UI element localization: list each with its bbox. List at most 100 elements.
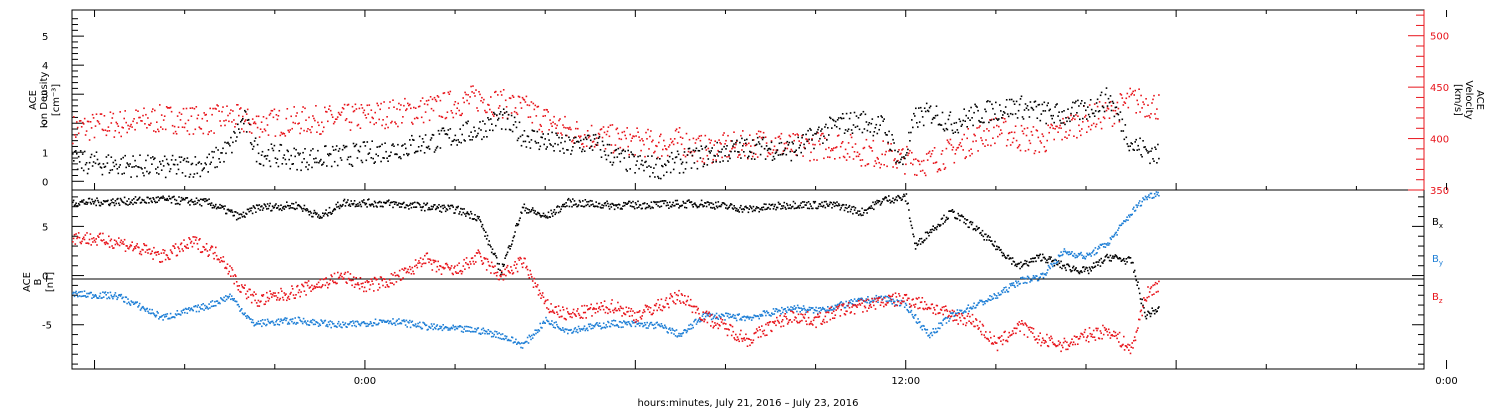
density-point bbox=[802, 134, 804, 136]
density-point bbox=[434, 149, 437, 151]
velocity-point bbox=[668, 144, 671, 146]
bx-point bbox=[342, 200, 345, 202]
velocity-point bbox=[79, 120, 82, 122]
by-point bbox=[949, 317, 951, 320]
by-point bbox=[1016, 282, 1018, 284]
by-point bbox=[457, 325, 459, 328]
bx-point bbox=[1051, 260, 1053, 263]
density-point bbox=[90, 153, 93, 156]
velocity-point bbox=[910, 162, 912, 164]
velocity-point bbox=[836, 135, 839, 137]
by-point bbox=[720, 313, 723, 315]
velocity-point bbox=[1130, 93, 1132, 96]
by-point bbox=[512, 342, 515, 344]
density-point bbox=[348, 163, 351, 165]
density-point bbox=[248, 123, 251, 126]
density-point bbox=[175, 173, 178, 175]
velocity-point bbox=[906, 145, 908, 148]
by-point bbox=[945, 322, 948, 324]
bx-point bbox=[911, 227, 914, 229]
density-point bbox=[646, 166, 648, 168]
by-point bbox=[144, 310, 147, 312]
by-point bbox=[405, 319, 408, 322]
by-point bbox=[123, 301, 126, 303]
density-point bbox=[631, 153, 633, 156]
velocity-point bbox=[779, 137, 782, 140]
bx-point bbox=[422, 205, 424, 208]
density-point bbox=[172, 163, 175, 166]
density-point bbox=[906, 152, 908, 154]
by-point bbox=[694, 318, 697, 321]
bx-point bbox=[419, 206, 422, 208]
density-point bbox=[661, 164, 663, 167]
density-point bbox=[1158, 157, 1160, 160]
bx-point bbox=[490, 246, 492, 248]
density-point bbox=[790, 159, 793, 162]
velocity-point bbox=[1082, 121, 1084, 123]
by-point bbox=[77, 295, 79, 298]
velocity-point bbox=[935, 161, 938, 163]
by-point bbox=[954, 315, 956, 317]
by-point bbox=[521, 347, 524, 349]
velocity-point bbox=[960, 145, 963, 148]
velocity-point bbox=[149, 124, 151, 126]
velocity-point bbox=[420, 116, 423, 119]
bx-point bbox=[567, 199, 569, 201]
bx-point bbox=[812, 207, 814, 210]
bx-point bbox=[704, 202, 706, 204]
velocity-point bbox=[912, 163, 914, 166]
bx-point bbox=[720, 203, 723, 206]
by-point bbox=[386, 320, 388, 323]
velocity-point bbox=[439, 99, 442, 102]
density-point bbox=[809, 127, 811, 130]
by-point bbox=[193, 305, 195, 308]
bx-point bbox=[653, 201, 656, 204]
velocity-point bbox=[918, 163, 921, 166]
by-point bbox=[438, 328, 440, 330]
bx-point bbox=[138, 196, 141, 199]
density-point bbox=[189, 173, 192, 176]
velocity-point bbox=[996, 124, 998, 127]
bx-point bbox=[700, 199, 703, 202]
bx-point bbox=[531, 209, 533, 211]
by-point bbox=[780, 313, 782, 315]
velocity-point bbox=[579, 136, 581, 139]
velocity-point bbox=[1104, 102, 1107, 104]
by-point bbox=[995, 295, 998, 297]
density-point bbox=[810, 129, 812, 131]
velocity-point bbox=[256, 126, 259, 129]
bx-point bbox=[357, 203, 359, 205]
density-point bbox=[987, 100, 989, 102]
density-point bbox=[1008, 98, 1011, 101]
by-point bbox=[1049, 267, 1051, 270]
density-point bbox=[379, 145, 381, 148]
bx-point bbox=[431, 208, 434, 210]
velocity-point bbox=[230, 109, 232, 111]
bx-point bbox=[119, 197, 122, 200]
velocity-point bbox=[1051, 124, 1053, 127]
bx-point bbox=[924, 231, 927, 234]
bx-point bbox=[806, 201, 808, 204]
by-point bbox=[643, 324, 645, 327]
velocity-point bbox=[759, 130, 762, 133]
velocity-point bbox=[133, 118, 135, 120]
density-point bbox=[148, 172, 150, 175]
bz-point bbox=[83, 238, 86, 241]
velocity-point bbox=[697, 137, 700, 140]
density-point bbox=[953, 122, 956, 124]
by-point bbox=[331, 321, 333, 323]
bx-point bbox=[674, 204, 676, 207]
velocity-point bbox=[578, 135, 580, 137]
bx-point bbox=[1086, 267, 1088, 269]
velocity-point bbox=[592, 140, 595, 143]
density-point bbox=[446, 133, 449, 136]
density-point bbox=[301, 161, 303, 164]
velocity-point bbox=[601, 136, 604, 139]
by-point bbox=[460, 325, 462, 328]
velocity-point bbox=[890, 143, 892, 145]
density-point bbox=[327, 153, 329, 155]
bx-point bbox=[454, 208, 457, 211]
bx-point bbox=[1151, 307, 1153, 309]
velocity-point bbox=[261, 131, 264, 133]
